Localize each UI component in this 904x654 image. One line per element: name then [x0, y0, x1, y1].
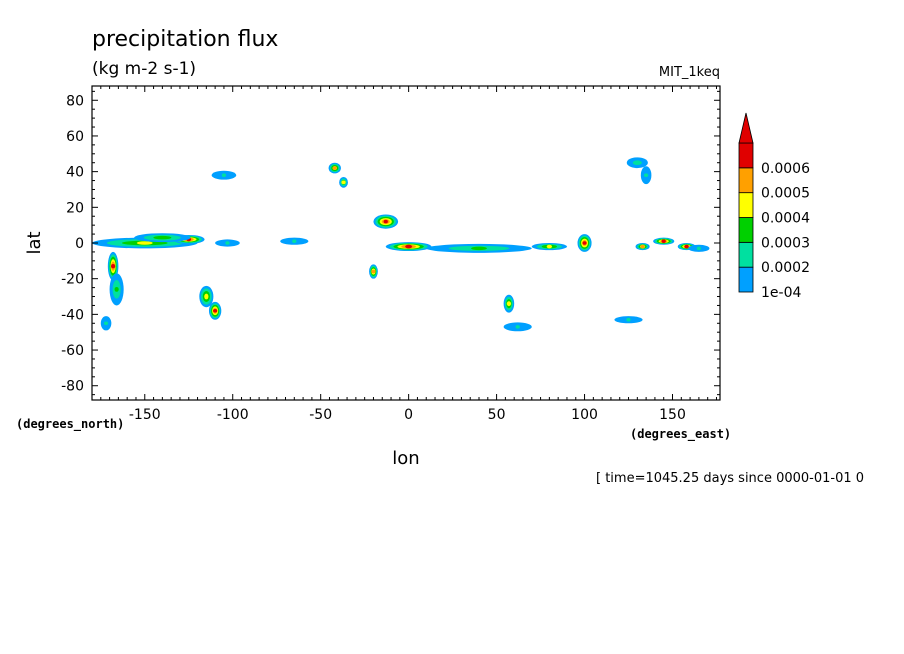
contour-level-2 — [225, 241, 230, 245]
contour-level-4 — [204, 293, 209, 300]
colorbar-swatch — [738, 142, 754, 169]
precip-feature — [614, 316, 643, 324]
contour-level-2 — [626, 317, 631, 322]
contour-level-6 — [684, 244, 689, 249]
colorbar-label: 0.0003 — [761, 235, 810, 251]
precip-feature — [280, 237, 309, 245]
x-tick-label: 0 — [404, 407, 413, 423]
y-tick-label: 60 — [66, 129, 84, 145]
contour-level-5 — [332, 166, 337, 170]
contour-level-2 — [221, 173, 227, 177]
time-label: [ time=1045.25 days since 0000-01-01 0 — [596, 471, 864, 486]
x-tick-label: -100 — [217, 407, 249, 423]
precip-feature — [211, 170, 237, 180]
precip-feature — [531, 243, 567, 251]
colorbar-swatch — [738, 167, 754, 194]
colorbar-label: 0.0004 — [761, 211, 810, 227]
contour-level-6 — [110, 264, 116, 269]
contour-level-5 — [371, 269, 376, 274]
contour-level-6 — [383, 219, 388, 224]
precip-feature — [635, 243, 650, 251]
y-axis-label: lat — [24, 231, 45, 254]
contour-level-2 — [632, 160, 642, 166]
contour-level-6 — [405, 244, 413, 249]
contour-level-3 — [153, 235, 172, 240]
precip-feature — [100, 316, 112, 331]
precip-feature — [688, 244, 710, 252]
colorbar-swatch — [738, 217, 754, 243]
precip-feature — [577, 234, 592, 252]
contour-level-6 — [213, 309, 218, 313]
contour-level-6 — [582, 241, 587, 245]
precip-feature — [503, 322, 532, 332]
y-tick-label: -40 — [61, 307, 84, 323]
x-unit-label: (degrees_east) — [630, 427, 731, 442]
precip-feature — [339, 176, 348, 188]
colorbar-swatch — [738, 192, 754, 218]
colorbar-label: 0.0002 — [761, 260, 810, 276]
precip-feature — [215, 239, 240, 247]
x-axis-label: lon — [392, 448, 419, 469]
x-tick-label: 100 — [571, 407, 598, 423]
y-axis: 80 60 40 20 0 -20 -40 -60 -80 — [61, 90, 720, 396]
precip-feature — [328, 162, 341, 174]
colorbar-extend-arrow — [738, 112, 754, 144]
precip-feature — [385, 242, 432, 252]
contour-level-4 — [136, 241, 153, 245]
x-tick-label: -50 — [309, 407, 332, 423]
y-tick-label: 0 — [75, 236, 84, 252]
contour-level-2 — [103, 321, 109, 326]
colorbar-swatch — [738, 241, 754, 268]
x-tick-label: 150 — [659, 407, 686, 423]
y-unit-label: (degrees_north) — [16, 417, 124, 432]
colorbar-label: 1e-04 — [761, 285, 801, 301]
contour-level-2 — [515, 325, 520, 329]
y-tick-label: 20 — [66, 200, 84, 216]
contour-level-2 — [696, 246, 702, 251]
precip-feature — [503, 294, 515, 313]
colorbar: 1e-04 0.0002 0.0003 0.0004 0.0005 0.0006 — [738, 112, 810, 301]
y-tick-label: -20 — [61, 272, 84, 288]
dataset-label: MIT_1keq — [659, 65, 720, 80]
contour-level-4 — [341, 180, 346, 185]
colorbar-label: 0.0005 — [761, 186, 810, 202]
precip-feature — [626, 157, 648, 169]
chart-title: precipitation flux — [92, 27, 278, 52]
precip-feature — [199, 285, 214, 308]
x-axis: -150 -100 -50 0 50 100 150 — [100, 86, 717, 423]
precip-feature — [653, 237, 675, 245]
precip-feature — [134, 233, 191, 243]
precip-feature — [640, 166, 652, 185]
x-tick-label: -150 — [129, 407, 161, 423]
precip-feature — [109, 273, 124, 306]
precip-feature — [208, 301, 222, 320]
contour-level-6 — [661, 239, 666, 243]
precip-feature — [373, 214, 399, 229]
colorbar-swatch — [738, 266, 754, 293]
contour-level-2 — [292, 239, 297, 243]
contour-level-3 — [471, 246, 487, 251]
precip-feature — [107, 251, 119, 281]
contour-level-2 — [644, 173, 649, 177]
precip-feature — [369, 264, 378, 279]
colorbar-label: 0.0006 — [761, 161, 810, 177]
y-tick-label: 40 — [66, 165, 84, 181]
precip-feature — [426, 243, 532, 253]
contour-level-5 — [640, 244, 645, 249]
y-tick-label: -60 — [61, 343, 84, 359]
y-tick-label: -80 — [61, 379, 84, 395]
y-tick-label: 80 — [66, 93, 84, 109]
chart-units: (kg m-2 s-1) — [92, 59, 196, 79]
contour-level-4 — [546, 244, 553, 249]
contour-level-4 — [506, 301, 512, 307]
x-tick-label: 50 — [488, 407, 506, 423]
contour-level-3 — [114, 286, 119, 292]
precip-field — [92, 157, 710, 332]
